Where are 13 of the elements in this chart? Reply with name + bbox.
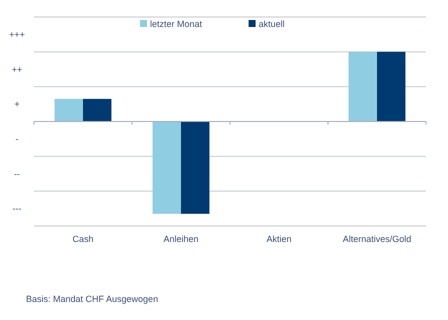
text: - (16, 134, 18, 144)
legend-label: letzter Monat (150, 19, 203, 30)
text: ++ (12, 64, 22, 74)
x-tick-label: Anleihen (163, 234, 199, 244)
x-tick-label: Cash (72, 234, 94, 244)
legend-label: aktuell (258, 19, 285, 30)
text: --- (12, 204, 22, 214)
text: +++ (9, 30, 25, 40)
text: -- (14, 168, 20, 179)
text: Basis: Mandat CHF Ausgewogen (26, 294, 158, 304)
x-tick-label: Alternatives/Gold (342, 234, 412, 244)
x-tick-label: Aktien (266, 234, 292, 244)
text: + (14, 99, 20, 110)
